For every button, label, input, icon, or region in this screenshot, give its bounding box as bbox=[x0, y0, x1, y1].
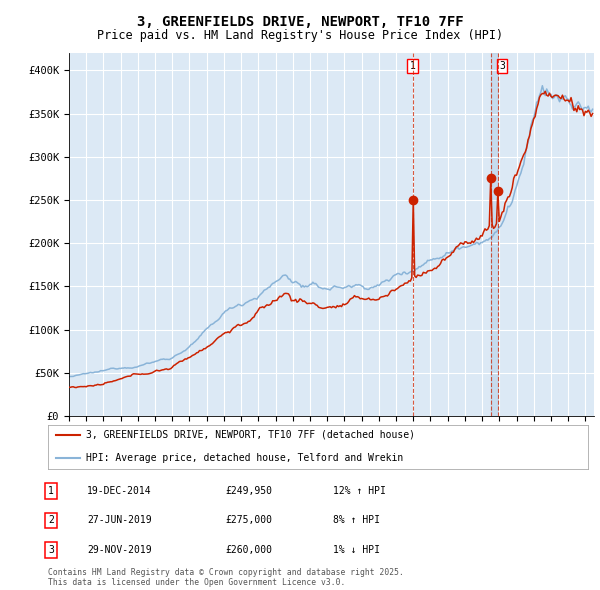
Text: £260,000: £260,000 bbox=[225, 545, 272, 555]
Text: 1% ↓ HPI: 1% ↓ HPI bbox=[333, 545, 380, 555]
Text: 27-JUN-2019: 27-JUN-2019 bbox=[87, 516, 152, 525]
Text: £249,950: £249,950 bbox=[225, 486, 272, 496]
Bar bbox=[491, 53, 498, 416]
Text: 1: 1 bbox=[48, 486, 54, 496]
Text: 12% ↑ HPI: 12% ↑ HPI bbox=[333, 486, 386, 496]
Text: 29-NOV-2019: 29-NOV-2019 bbox=[87, 545, 152, 555]
Text: 8% ↑ HPI: 8% ↑ HPI bbox=[333, 516, 380, 525]
Text: 19-DEC-2014: 19-DEC-2014 bbox=[87, 486, 152, 496]
Text: Price paid vs. HM Land Registry's House Price Index (HPI): Price paid vs. HM Land Registry's House … bbox=[97, 30, 503, 42]
Text: 3: 3 bbox=[499, 61, 505, 71]
Text: 3, GREENFIELDS DRIVE, NEWPORT, TF10 7FF (detached house): 3, GREENFIELDS DRIVE, NEWPORT, TF10 7FF … bbox=[86, 430, 415, 440]
Text: 3: 3 bbox=[48, 545, 54, 555]
Text: 1: 1 bbox=[410, 61, 416, 71]
Text: 3, GREENFIELDS DRIVE, NEWPORT, TF10 7FF: 3, GREENFIELDS DRIVE, NEWPORT, TF10 7FF bbox=[137, 15, 463, 29]
Text: 2: 2 bbox=[48, 516, 54, 525]
Text: Contains HM Land Registry data © Crown copyright and database right 2025.
This d: Contains HM Land Registry data © Crown c… bbox=[48, 568, 404, 587]
Text: £275,000: £275,000 bbox=[225, 516, 272, 525]
Text: HPI: Average price, detached house, Telford and Wrekin: HPI: Average price, detached house, Telf… bbox=[86, 453, 403, 463]
